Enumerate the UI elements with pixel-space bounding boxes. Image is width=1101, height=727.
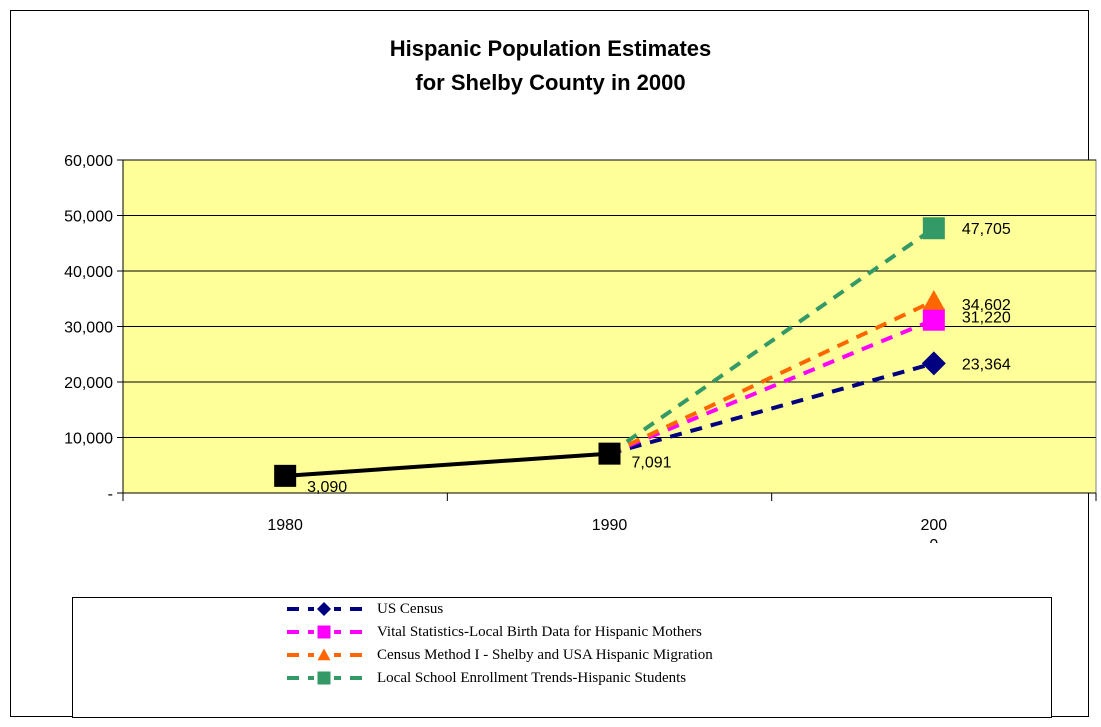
series-point-2 [922, 289, 945, 310]
legend-swatch [287, 669, 363, 687]
legend-marker [317, 602, 331, 616]
y-tick-label: 60,000 [64, 153, 113, 170]
legend-label: Local School Enrollment Trends-Hispanic … [377, 669, 687, 686]
historical-point-0 [274, 464, 297, 487]
x-tick-label: 1990 [592, 517, 628, 534]
data-label-1: 31,220 [962, 310, 1011, 327]
series-line-2 [608, 299, 935, 456]
y-tick-label: 50,000 [64, 209, 113, 226]
historical-label-0: 3,090 [307, 479, 347, 496]
data-label-2: 34,602 [962, 297, 1011, 314]
legend-item: Vital Statistics-Local Birth Data for Hi… [283, 621, 702, 643]
legend-item: Census Method I - Shelby and USA Hispani… [283, 644, 713, 666]
chart-title: Hispanic Population Estimates for Shelby… [0, 32, 1101, 100]
y-tick-label: 20,000 [64, 375, 113, 392]
legend-swatch [287, 623, 363, 641]
data-label-0: 23,364 [962, 356, 1011, 373]
legend-label: Vital Statistics-Local Birth Data for Hi… [377, 623, 702, 640]
y-tick-label: 40,000 [64, 264, 113, 281]
x-label-clip [880, 543, 1000, 573]
legend-swatch [287, 600, 363, 618]
legend: US Census Vital Statistics-Local Birth Da… [72, 597, 1052, 718]
chart-title-line-1: Hispanic Population Estimates [389, 36, 712, 61]
legend-marker [317, 671, 331, 685]
series-line-3 [608, 226, 935, 456]
legend-label: Census Method I - Shelby and USA Hispani… [377, 646, 713, 663]
series-point-1 [922, 308, 945, 331]
data-label-3: 47,705 [962, 221, 1011, 238]
y-tick-label: 30,000 [64, 320, 113, 337]
legend-marker [317, 648, 331, 661]
series-point-3 [922, 217, 945, 240]
series-line-0 [608, 361, 935, 456]
historical-line [285, 451, 610, 478]
chart-title-line-2: for Shelby County in 2000 [415, 70, 686, 95]
historical-label-1: 7,091 [632, 455, 672, 472]
legend-label: US Census [377, 600, 444, 617]
series-point-0 [921, 351, 946, 376]
legend-marker [317, 625, 331, 639]
series-line-1 [608, 317, 935, 456]
y-tick-label: - [108, 486, 113, 503]
legend-item: US Census [283, 598, 443, 620]
legend-item: Local School Enrollment Trends-Hispanic … [283, 667, 686, 689]
x-tick-label: 200 [920, 517, 947, 534]
chart-svg: - 10,000 20,000 30,000 40,000 50,000 60,000 198… [64, 153, 1097, 573]
historical-point-1 [598, 442, 621, 465]
legend-swatch [287, 646, 363, 664]
y-tick-label: 10,000 [64, 431, 113, 448]
x-tick-label: 1980 [267, 517, 303, 534]
